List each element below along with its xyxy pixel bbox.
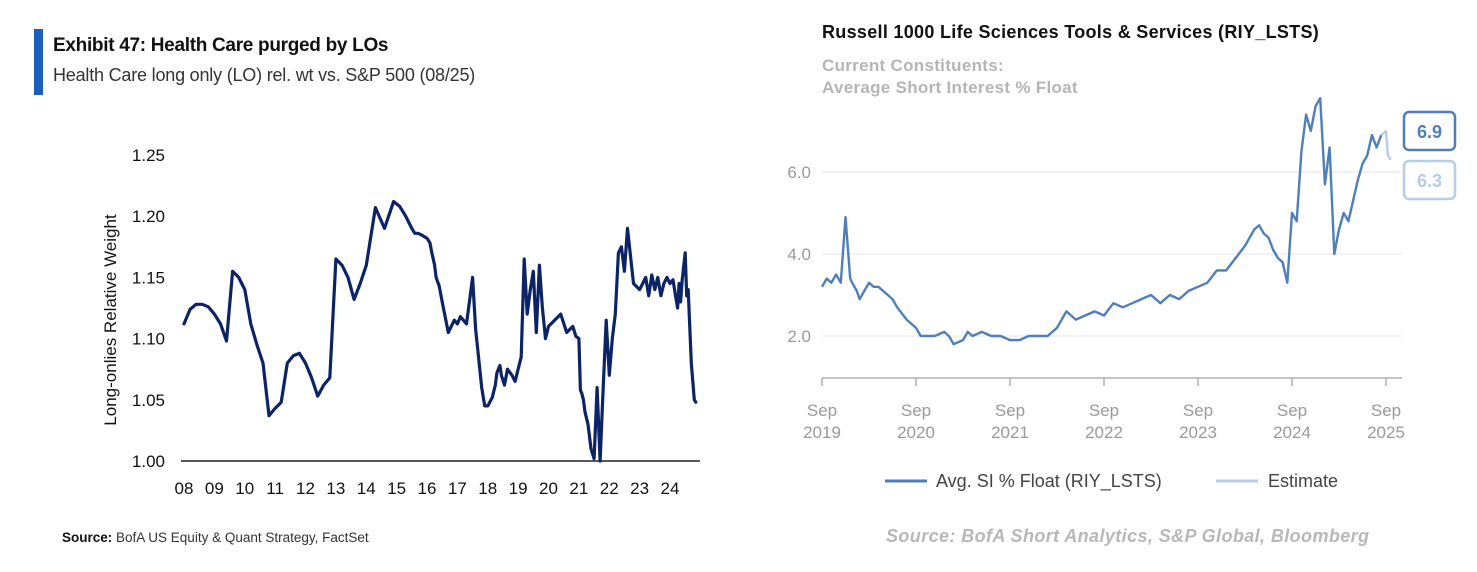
left-x-tick-label: 08 [175,479,194,498]
left-x-tick-label: 11 [266,479,284,498]
estimate-value-label: 6.3 [1417,171,1442,191]
left-series-line [182,199,698,463]
left-x-tick-label: 10 [235,479,254,498]
left-x-tick-label: 09 [205,479,224,498]
right-chart-subtitle-line1: Current Constituents: [822,56,1004,75]
left-x-tick-label: 17 [448,479,467,498]
left-x-tick-label: 23 [630,479,649,498]
right-series-line-actual [820,96,1383,346]
left-chart-title: Exhibit 47: Health Care purged by LOs [53,35,389,56]
left-x-tick-label: 22 [600,479,619,498]
right-y-tick-label: 4.0 [787,245,811,264]
right-x-tick-label-year: 2020 [897,423,935,442]
right-x-tick-label-month: Sep [901,401,931,420]
left-x-tick-label: 24 [661,479,680,498]
left-x-tick-label: 21 [569,479,588,498]
right-x-tick-label-month: Sep [1277,401,1307,420]
right-line-chart: 2.0 4.0 6.0 Sep 2019 Sep 2020 Sep 2021 Sep 2022 Sep… [787,96,1457,492]
right-series-line-estimate [1380,129,1392,161]
left-y-tick-label: 1.15 [132,268,165,287]
left-x-tick-label: 19 [509,479,528,498]
left-line-chart: 1.00 1.05 1.10 1.15 1.20 1.25 08 09 10 11 12 13 14 15… [101,146,700,498]
right-x-tick-label-month: Sep [995,401,1025,420]
right-source: Source: BofA Short Analytics, S&P Global… [886,526,1370,546]
left-source-text: BofA US Equity & Quant Strategy, FactSet [112,530,369,545]
actual-value-label: 6.9 [1417,122,1442,142]
left-chart-subtitle: Health Care long only (LO) rel. wt vs. S… [53,65,476,85]
left-x-tick-label: 20 [539,479,558,498]
left-x-tick-label: 18 [478,479,497,498]
right-y-tick-label: 6.0 [787,163,811,182]
actual-value-box [1402,110,1457,152]
right-x-tick-label-month: Sep [1371,401,1401,420]
left-y-tick-label: 1.20 [132,207,165,226]
right-chart-subtitle-line2: Average Short Interest % Float [822,78,1078,97]
right-x-tick-label-year: 2021 [991,423,1029,442]
right-x-tick-label-month: Sep [1183,401,1213,420]
left-x-tick-label: 15 [387,479,406,498]
left-y-tick-label: 1.00 [132,452,165,471]
right-x-tick-label-year: 2022 [1085,423,1123,442]
estimate-value-box [1402,159,1457,201]
right-exhibit: Russell 1000 Life Sciences Tools & Servi… [740,0,1477,572]
left-source: Source: BofA US Equity & Quant Strategy,… [62,530,369,545]
left-y-tick-label: 1.10 [132,330,165,349]
left-exhibit: Exhibit 47: Health Care purged by LOs He… [34,29,700,545]
right-x-tick-label-month: Sep [1089,401,1119,420]
right-x-tick-label-month: Sep [807,401,837,420]
left-y-axis-label: Long-onlies Relative Weight [101,214,120,426]
left-x-tick-label: 12 [296,479,315,498]
left-x-tick-label: 14 [357,479,376,498]
left-x-tick-label: 16 [418,479,437,498]
right-x-tick-label-year: 2025 [1367,423,1405,442]
right-x-tick-label-year: 2023 [1179,423,1217,442]
left-x-tick-label: 13 [326,479,345,498]
title-accent-bar [34,29,43,95]
left-y-tick-label: 1.05 [132,391,165,410]
right-y-tick-label: 2.0 [787,327,811,346]
right-x-tick-label-year: 2019 [803,423,841,442]
right-chart-title: Russell 1000 Life Sciences Tools & Servi… [822,22,1320,42]
legend-label-actual: Avg. SI % Float (RIY_LSTS) [936,471,1162,492]
left-source-label: Source: [62,530,113,545]
right-x-tick-label-year: 2024 [1273,423,1311,442]
left-y-tick-label: 1.25 [132,146,165,165]
legend-label-estimate: Estimate [1268,471,1338,491]
